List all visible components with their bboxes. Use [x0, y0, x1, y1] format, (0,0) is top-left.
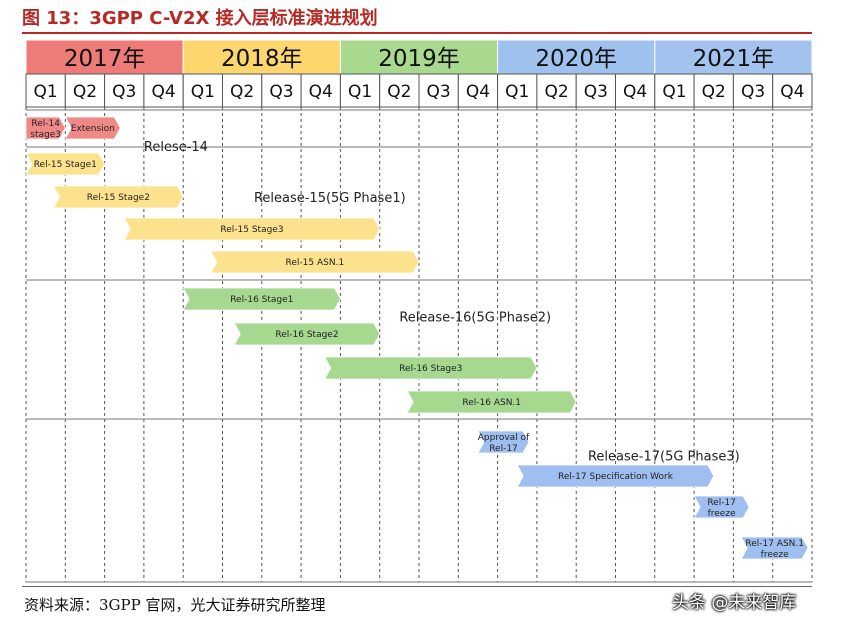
year-label: 2017年: [64, 46, 146, 72]
quarter-label: Q2: [702, 82, 726, 102]
task-label: stage3: [30, 130, 61, 140]
quarter-label: Q3: [269, 82, 293, 102]
quarter-cell: [104, 73, 145, 108]
quarter-label: Q2: [544, 82, 568, 102]
quarter-cell: [693, 73, 734, 108]
task-label: Rel-15 Stage1: [34, 160, 97, 170]
release-group-label: Release-15(5G Phase1): [254, 191, 406, 206]
quarter-label: Q4: [309, 82, 333, 102]
task-label: freeze: [761, 550, 789, 560]
quarter-label: Q1: [662, 82, 686, 102]
task-bar: [25, 152, 106, 176]
quarter-label: Q1: [505, 82, 529, 102]
watermark: 头条 @未来智库: [672, 593, 797, 613]
quarter-cell: [143, 73, 184, 108]
quarter-label: Q4: [623, 82, 647, 102]
year-label: 2020年: [535, 46, 617, 72]
year-cell: [182, 39, 341, 75]
quarter-label: Q1: [191, 82, 215, 102]
task-label: Rel-16 ASN.1: [462, 398, 521, 408]
release-group-label: Relese-14: [144, 140, 208, 155]
task-label: Rel-15 Stage3: [220, 225, 283, 235]
task-bar: [25, 116, 66, 140]
year-cell: [25, 39, 184, 75]
release-labels: Relese-14 Release-15(5G Phase1) Release-16…: [144, 140, 740, 465]
figure-title: 图 13：3GPP C-V2X 接入层标准演进规划: [22, 8, 378, 29]
task-label: Rel-17 Specification Work: [558, 472, 674, 482]
task-bar: [52, 185, 184, 209]
quarter-cell: [732, 73, 774, 108]
quarter-cell: [261, 73, 302, 108]
quarter-cell: [339, 73, 381, 108]
quarter-label: Q2: [387, 82, 411, 102]
quarter-label: Q1: [348, 82, 372, 102]
quarter-cell: [457, 73, 499, 108]
quarter-cell: [25, 73, 66, 108]
quarter-cell: [772, 73, 813, 108]
source-note: 资料来源：3GPP 官网，光大证券研究所整理: [24, 596, 326, 614]
quarter-cell: [379, 73, 420, 108]
task-bar: [123, 217, 381, 241]
task-bar: [182, 287, 341, 311]
quarter-label: Q3: [584, 82, 608, 102]
year-cell: [497, 39, 656, 75]
task-label: Rel-17: [489, 444, 518, 454]
year-label: 2019年: [378, 46, 460, 72]
task-label: Rel-17: [707, 498, 736, 508]
year-label: 2018年: [221, 46, 303, 72]
year-cell: [654, 39, 813, 75]
quarter-cell: [64, 73, 106, 108]
task-bar: [64, 116, 121, 140]
task-bar: [233, 322, 381, 346]
release-group-label: Release-16(5G Phase2): [399, 311, 551, 326]
task-label: Rel-15 ASN.1: [286, 258, 345, 268]
chart-grid: [25, 107, 813, 583]
task-label: Rel-16 Stage3: [399, 364, 462, 374]
year-label: 2021年: [693, 46, 775, 72]
quarter-label: Q3: [112, 82, 136, 102]
quarter-cell: [418, 73, 459, 108]
task-bar: [324, 356, 538, 380]
release-group-label: Release-17(5G Phase3): [588, 450, 740, 465]
task-label: Rel-16 Stage1: [230, 295, 293, 305]
quarter-label: Q3: [427, 82, 451, 102]
quarter-label: Q2: [230, 82, 254, 102]
task-bar: [740, 536, 809, 560]
quarter-label: Q3: [741, 82, 765, 102]
task-label: Rel-17 ASN.1: [745, 539, 804, 549]
task-label: Approval of: [478, 433, 530, 443]
quarter-label: Q4: [780, 82, 804, 102]
quarter-cell: [615, 73, 656, 108]
task-bar: [210, 250, 420, 274]
year-cell: [339, 39, 499, 75]
timeline-header: 2017年 2018年 2019年 2020年 2021年 Q1 Q2 Q3 Q4 Q1 Q2 Q3 Q…: [25, 39, 813, 108]
task-bar: [477, 430, 530, 454]
task-label: freeze: [708, 509, 736, 519]
quarter-label: Q4: [466, 82, 490, 102]
quarter-label: Q1: [34, 82, 58, 102]
task-bar: [406, 390, 577, 414]
quarter-cell: [654, 73, 695, 108]
quarter-label: Q2: [73, 82, 97, 102]
title-rule: [22, 32, 812, 34]
quarter-cell: [575, 73, 617, 108]
task-label: Extension: [71, 124, 115, 134]
quarter-cell: [222, 73, 263, 108]
quarter-cell: [182, 73, 223, 108]
task-bar: [693, 495, 750, 519]
source-rule: [22, 586, 812, 587]
task-label: Rel-14: [31, 119, 60, 129]
task-label: Rel-16 Stage2: [275, 330, 338, 340]
task-bar: [516, 464, 715, 488]
task-label: Rel-15 Stage2: [87, 193, 150, 203]
quarter-label: Q4: [151, 82, 175, 102]
